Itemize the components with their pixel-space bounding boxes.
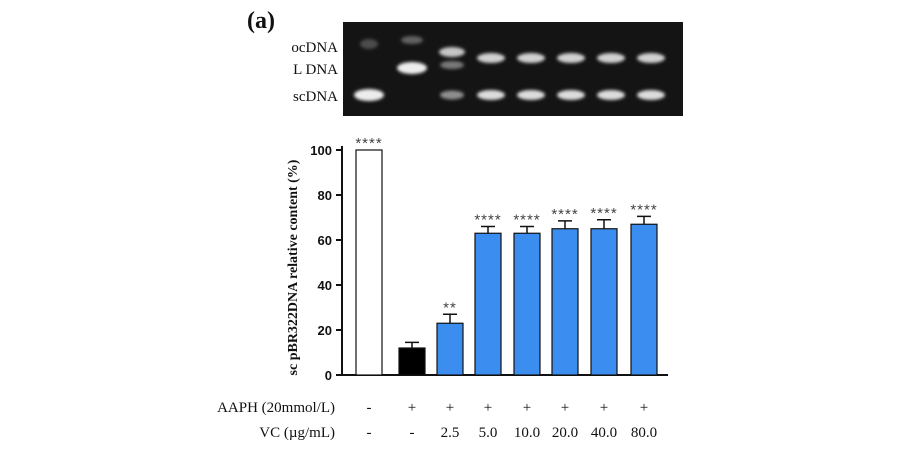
y-tick-label: 100 [310,143,332,158]
y-tick-label: 60 [318,233,332,248]
y-tick-label: 80 [318,188,332,203]
gel-image: ocDNA L DNA scDNA [291,22,683,116]
gel-band [637,90,665,100]
condition-value: - [367,400,372,416]
gel-band [360,39,378,49]
bar [551,228,579,376]
significance-label: **** [551,206,578,223]
gel-band [477,90,505,100]
condition-value: 40.0 [591,425,617,441]
y-tick-label: 20 [318,323,332,338]
gel-band [401,36,423,44]
y-tick-label: 40 [318,278,332,293]
gel-band [597,90,625,100]
condition-value: + [484,400,492,416]
condition-value: + [523,400,531,416]
bar [355,149,383,376]
gel-band [440,90,464,100]
condition-value: 10.0 [514,425,540,441]
gel-band [517,90,545,100]
bar [398,347,426,376]
gel-band [637,53,665,63]
significance-label: **** [474,212,501,229]
gel-band [440,61,464,69]
condition-value: 5.0 [479,425,498,441]
gel-band [557,90,585,100]
gel-band [439,47,465,57]
condition-label: AAPH (20mmol/L) [217,400,335,416]
condition-value: 2.5 [441,425,460,441]
bar [590,228,618,376]
condition-value: + [446,400,454,416]
significance-label: **** [630,201,657,218]
panel-label: (a) [247,8,275,34]
y-axis-label: sc pBR322DNA relative content (%) [286,159,301,375]
bar [630,223,658,376]
bar [474,232,502,376]
significance-label: **** [355,135,382,152]
gel-label-ocdna: ocDNA [291,40,338,56]
condition-value: 80.0 [631,425,657,441]
condition-value: - [410,425,415,441]
condition-value: + [561,400,569,416]
gel-label-ldna: L DNA [293,62,338,78]
significance-label: **** [590,205,617,222]
condition-value: + [408,400,416,416]
gel-band [517,53,545,63]
gel-band [477,53,505,63]
condition-value: + [640,400,648,416]
significance-label: **** [513,212,540,229]
gel-label-scdna: scDNA [293,89,338,105]
condition-value: + [600,400,608,416]
gel-band [597,53,625,63]
condition-label: VC (µg/mL) [259,425,335,441]
gel-band [354,89,384,101]
gel-band [557,53,585,63]
bar [513,232,541,376]
significance-label: ** [443,299,457,316]
y-tick-label: 0 [325,368,332,383]
bar [436,322,464,376]
condition-value: - [367,425,372,441]
condition-value: 20.0 [552,425,578,441]
gel-band [397,62,427,74]
